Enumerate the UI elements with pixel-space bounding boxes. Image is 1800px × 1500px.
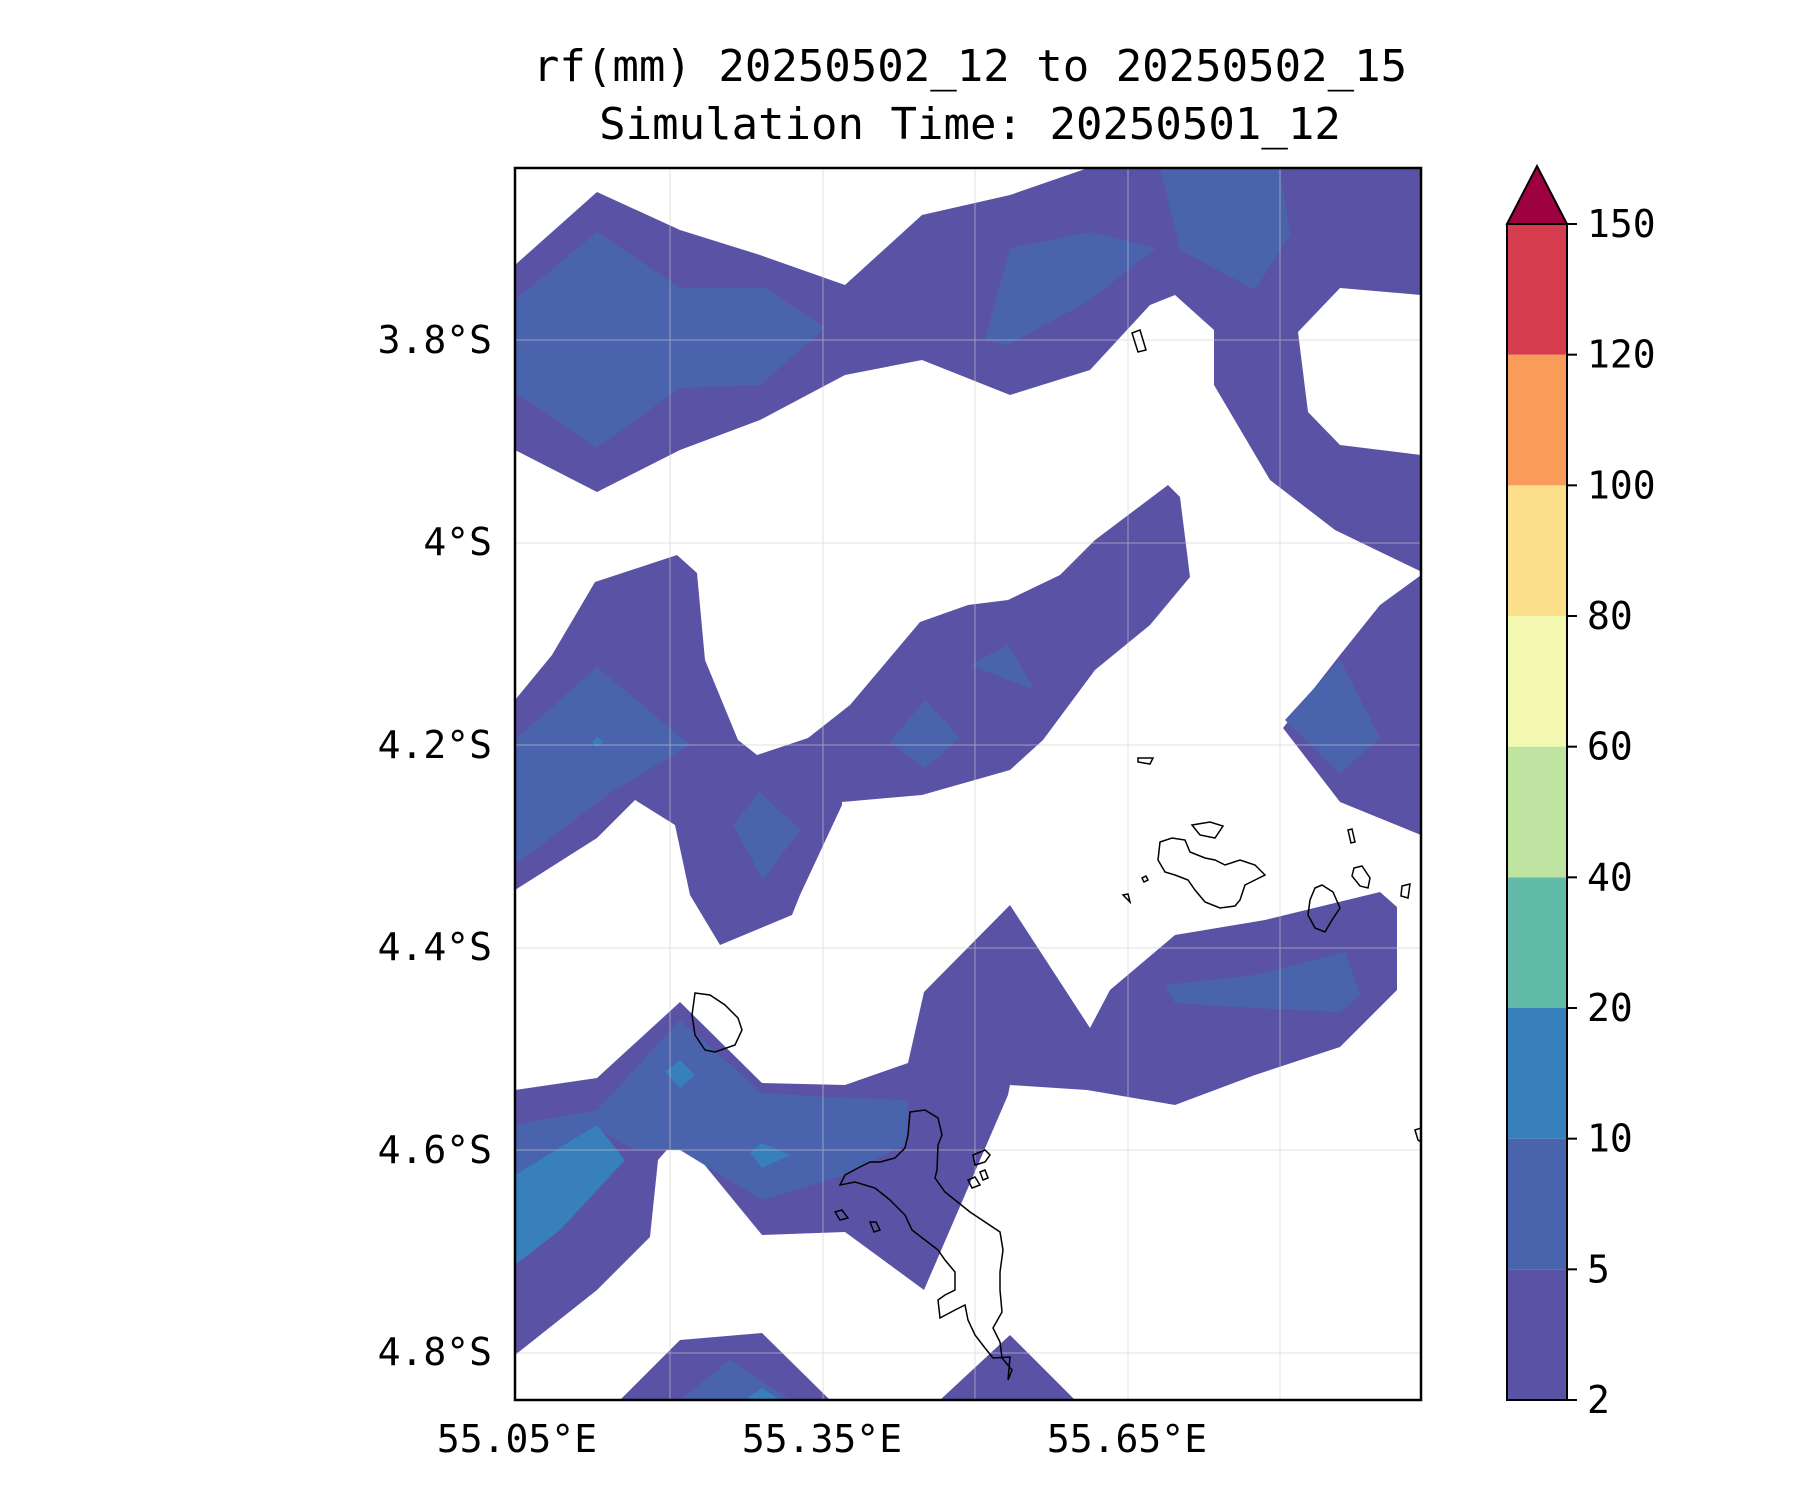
ste-anne-islet-2-coast	[966, 1176, 982, 1189]
colorbar-tick-label: 60	[1587, 725, 1633, 769]
map-frame	[513, 166, 1423, 1402]
silhouette-island-coast	[691, 992, 743, 1053]
gridlines	[515, 168, 1421, 1400]
lat-tick-label: 4.4°S	[378, 925, 492, 969]
praslin-island-coast	[1157, 837, 1267, 909]
lat-tick-label: 4.8°S	[378, 1330, 492, 1374]
islet-1-coast	[1400, 883, 1411, 899]
colorbar-tick-label: 5	[1587, 1247, 1610, 1291]
ste-anne-islet-coast	[972, 1149, 991, 1166]
colorbar-tick-label: 100	[1587, 463, 1656, 507]
coastlines	[691, 329, 1421, 1381]
rain-core-north-east-2	[1160, 168, 1290, 290]
colorbar-frame	[1506, 223, 1568, 1401]
colorbar-tick-label: 2	[1587, 1378, 1610, 1422]
rain-max-west-1	[665, 1060, 695, 1088]
colorbar-tick-label: 10	[1587, 1117, 1633, 1161]
islet-2-coast	[1131, 329, 1147, 353]
mahe-island-coast	[838, 1109, 1013, 1381]
colorbar: 2 5 10 20 40 60 80 100 120 150	[1505, 163, 1656, 1422]
rain-core-south-west	[515, 1020, 908, 1200]
rain-band-middle	[515, 485, 1190, 945]
la-digue-island-coast	[1307, 884, 1341, 933]
lat-tick-label: 4.6°S	[378, 1128, 492, 1172]
ste-anne-islet-3-coast	[979, 1169, 989, 1181]
rain-max-south-west	[515, 1125, 625, 1265]
lat-tick-label: 3.8°S	[378, 318, 492, 362]
colorbar-segment	[1507, 1008, 1567, 1139]
islet-4-coast	[1140, 874, 1150, 884]
colorbar-segment	[1507, 1138, 1567, 1270]
rain-core-south-east	[1165, 952, 1360, 1012]
colorbar-segment	[1507, 746, 1567, 878]
lon-tick-label: 55.65°E	[1047, 1417, 1207, 1461]
lon-tick-labels: 55.05°E 55.35°E 55.65°E	[437, 1417, 1207, 1461]
islet-3-coast	[1137, 757, 1155, 765]
lat-tick-label: 4.2°S	[378, 723, 492, 767]
rain-band-far-south-east	[940, 1335, 1075, 1400]
colorbar-tick-label: 120	[1587, 333, 1656, 377]
rain-max-south-central	[750, 1143, 790, 1168]
colorbar-tick-label: 150	[1587, 202, 1656, 246]
colorbar-extend-arrow	[1505, 163, 1569, 225]
rain-core-west-2	[733, 792, 800, 880]
colorbar-segment	[1507, 1269, 1567, 1400]
colorbar-tick-label: 80	[1587, 594, 1633, 638]
felicite-island-coast	[1351, 865, 1371, 889]
contour-band-10-20	[515, 737, 790, 1400]
rain-core-west-1	[515, 667, 690, 865]
colorbar-segment	[1507, 354, 1567, 486]
colorbar-segment	[1507, 485, 1567, 616]
map-title-line2: Simulation Time: 20250501_12	[599, 99, 1341, 150]
colorbar-tick-label: 40	[1587, 855, 1633, 899]
lon-tick-label: 55.35°E	[742, 1417, 902, 1461]
therese-islet-coast	[833, 1209, 850, 1221]
rain-max-far-south	[745, 1388, 780, 1400]
lon-tick-label: 55.05°E	[437, 1417, 597, 1461]
colorbar-tick-label: 20	[1587, 986, 1633, 1030]
fregate-island-coast	[1414, 1127, 1421, 1143]
islet-5-coast	[1121, 893, 1132, 905]
colorbar-segment	[1507, 224, 1567, 355]
colorbar-segment	[1507, 877, 1567, 1008]
islet-6-coast	[1347, 828, 1356, 844]
curieuse-island-coast	[1190, 821, 1225, 839]
rain-core-mid-1	[890, 700, 960, 768]
map-panel: 3.8°S 4°S 4.2°S 4.4°S 4.6°S 4.8°S 55.05°…	[378, 166, 1423, 1461]
map-title-line1: rf(mm) 20250502_12 to 20250502_15	[532, 41, 1408, 92]
rainfall-contours	[515, 168, 1421, 1400]
conception-islet-coast	[868, 1221, 882, 1233]
rain-band-south	[515, 892, 1397, 1355]
lat-tick-labels: 3.8°S 4°S 4.2°S 4.4°S 4.6°S 4.8°S	[378, 318, 492, 1374]
lat-tick-label: 4°S	[423, 520, 492, 564]
rain-core-mid-2	[970, 645, 1035, 690]
rain-core-north-east-1	[985, 232, 1156, 345]
colorbar-segment	[1507, 616, 1567, 747]
